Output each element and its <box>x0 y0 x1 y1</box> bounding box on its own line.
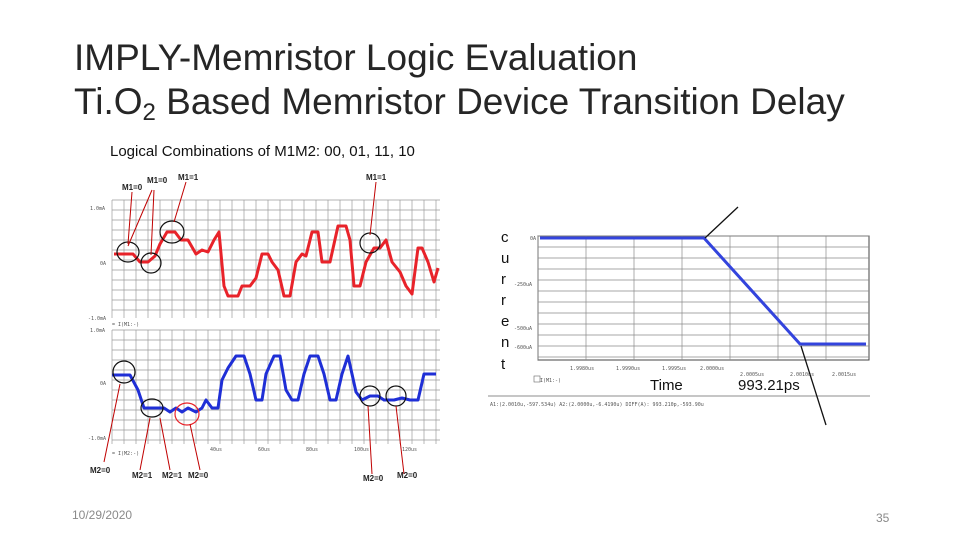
left-figure: 1.0mA 0A -1.0mA = I(M1:-) 1.0mA 0A -1.0m… <box>88 173 440 483</box>
axis-tick-text: 2.0015us <box>832 372 856 378</box>
m2-label: M2=0 <box>90 466 111 475</box>
red-circle-annotation <box>174 402 200 426</box>
axis-tick-text: 1.0mA <box>90 328 105 334</box>
current-transition-trace <box>540 236 866 346</box>
slide-title: IMPLY-Memristor Logic Evaluation Ti.O2 B… <box>74 36 845 135</box>
m2-label: M2=1 <box>132 471 153 480</box>
axis-letter: r <box>501 292 506 309</box>
m2-label: M2=1 <box>162 471 183 480</box>
m2-label: M2=0 <box>363 474 384 483</box>
axis-tick-text: 0A <box>100 261 106 267</box>
axis-letter: c <box>501 229 509 246</box>
axis-tick-text: 0A <box>100 381 106 387</box>
axis-tick-text: -500uA <box>514 326 532 332</box>
slide-date: 10/29/2020 <box>72 508 133 522</box>
m1-current-trace <box>114 224 440 298</box>
m2-plot-grid <box>111 329 440 444</box>
axis-letter: r <box>501 271 506 288</box>
m1-label: M1=1 <box>366 173 387 182</box>
axis-tick-text: 2.0005us <box>740 372 764 378</box>
axis-tick-text: = I(M2:-) <box>112 451 139 457</box>
m2-label: M2=0 <box>397 471 418 480</box>
axis-tick-text: -1.0mA <box>88 436 106 442</box>
axis-tick-text: -1.0mA <box>88 316 106 322</box>
m2-current-trace <box>112 354 436 414</box>
axis-tick-text: I(M1:-) <box>540 378 561 384</box>
delay-value-label: 993.21ps <box>738 377 800 394</box>
axis-tick-text: 2.0000us <box>700 366 724 372</box>
title-line-2: Ti.O2 Based Memristor Device Transition … <box>74 81 845 126</box>
axis-letter: e <box>501 313 510 330</box>
axis-tick-text: 40us <box>210 447 222 453</box>
annotation-pointer-lines <box>103 181 405 475</box>
axis-letter: n <box>501 334 510 351</box>
m1-label: M1=1 <box>178 173 199 182</box>
axis-tick-text: = I(M1:-) <box>112 322 139 328</box>
axis-tick-text: -600uA <box>514 345 532 351</box>
axis-letter: u <box>501 250 510 267</box>
axis-tick-text: 60us <box>258 447 270 453</box>
m2-label: M2=0 <box>188 471 209 480</box>
axis-tick-text: 2.0010us <box>790 372 814 378</box>
legend-swatch <box>533 375 541 383</box>
axis-tick-text: 120us <box>402 447 417 453</box>
axis-tick-text: 1.9995us <box>662 366 686 372</box>
axis-letter: t <box>501 356 506 373</box>
axis-tick-text: 1.9990us <box>616 366 640 372</box>
cursor-readout-text: A1:(2.0010u,-597.534u) A2:(2.0000u,-6.41… <box>490 402 704 408</box>
delay-plot-grid <box>537 235 869 360</box>
axis-tick-text: 100us <box>354 447 369 453</box>
delay-plot-frame <box>537 235 870 361</box>
axis-tick-text: 1.9980us <box>570 366 594 372</box>
axis-tick-text: 0A <box>530 236 536 242</box>
time-label: Time <box>650 377 683 394</box>
axis-tick-text: -250uA <box>514 282 532 288</box>
m1-label: M1=0 <box>147 176 168 185</box>
right-figure: 0A -250uA -500uA -600uA 1.9980us 1.9990u… <box>488 206 870 426</box>
slide-number: 35 <box>876 511 890 525</box>
axis-tick-text: 80us <box>306 447 318 453</box>
axis-tick-text: 1.0mA <box>90 206 105 212</box>
title-line-1: IMPLY-Memristor Logic Evaluation <box>74 37 638 78</box>
end-point-arrow <box>800 345 827 426</box>
subtitle: Logical Combinations of M1M2: 00, 01, 11… <box>110 143 415 160</box>
m1-label: M1=0 <box>122 183 143 192</box>
m1-plot-grid <box>111 199 440 318</box>
start-point-arrow <box>704 206 739 239</box>
